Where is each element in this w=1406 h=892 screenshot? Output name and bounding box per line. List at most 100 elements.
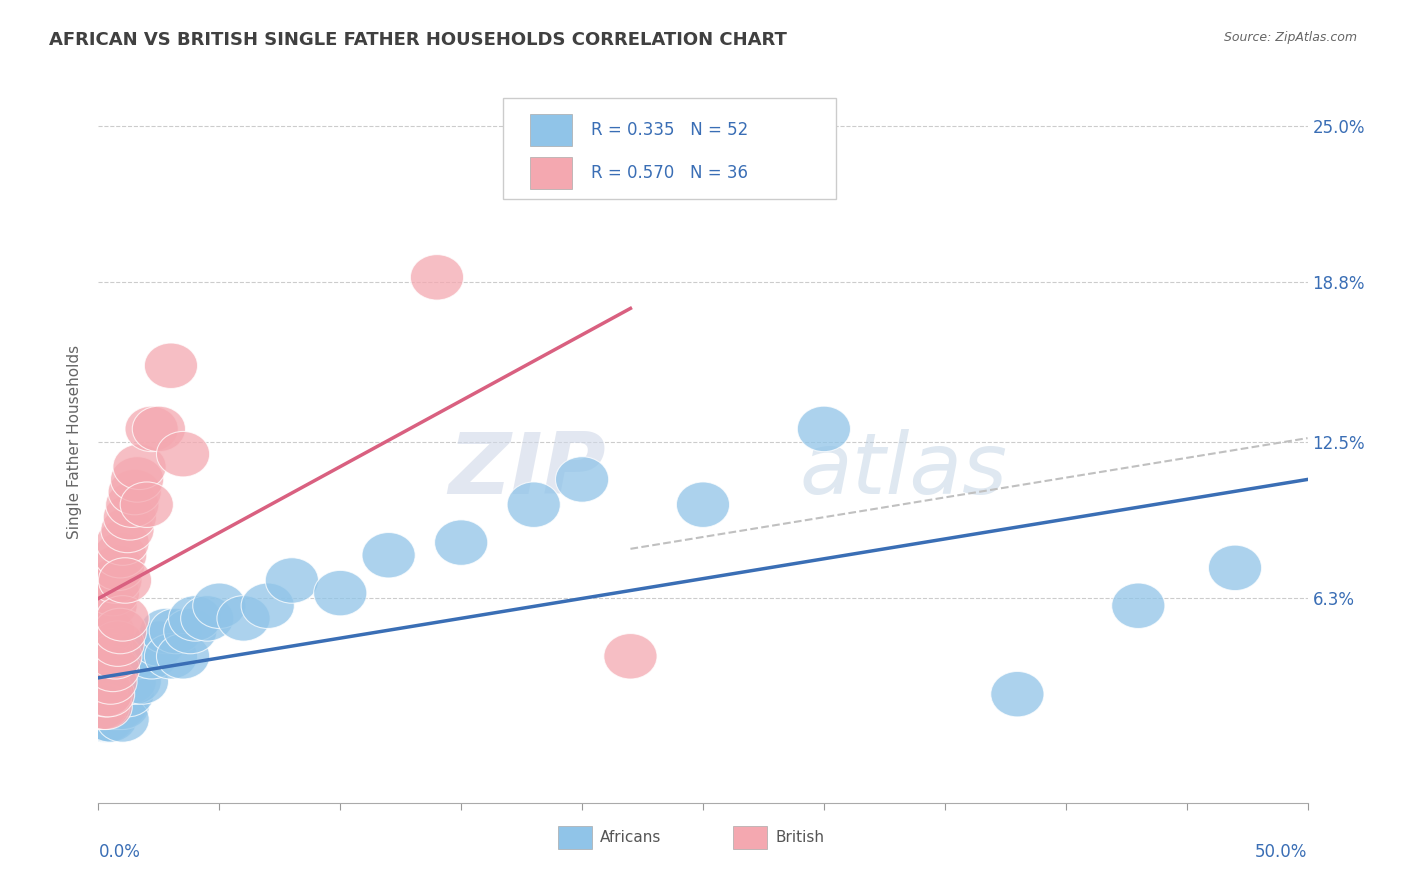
Ellipse shape <box>82 608 135 654</box>
Ellipse shape <box>101 508 155 553</box>
Ellipse shape <box>676 482 730 527</box>
Text: R = 0.335   N = 52: R = 0.335 N = 52 <box>591 120 748 139</box>
Ellipse shape <box>86 684 139 730</box>
Ellipse shape <box>79 684 132 730</box>
Ellipse shape <box>132 406 186 451</box>
Ellipse shape <box>94 684 146 730</box>
Ellipse shape <box>86 646 139 691</box>
Ellipse shape <box>96 596 149 641</box>
Text: Source: ZipAtlas.com: Source: ZipAtlas.com <box>1223 31 1357 45</box>
Ellipse shape <box>101 672 155 717</box>
Ellipse shape <box>1112 583 1166 629</box>
Ellipse shape <box>156 432 209 477</box>
Ellipse shape <box>75 672 128 717</box>
Ellipse shape <box>77 684 129 730</box>
Ellipse shape <box>555 128 609 174</box>
Ellipse shape <box>89 558 142 603</box>
Ellipse shape <box>94 672 146 717</box>
Ellipse shape <box>145 633 198 679</box>
Ellipse shape <box>156 633 209 679</box>
FancyBboxPatch shape <box>530 157 572 189</box>
Ellipse shape <box>266 558 319 603</box>
Ellipse shape <box>508 482 561 527</box>
Ellipse shape <box>79 633 132 679</box>
Ellipse shape <box>86 672 139 717</box>
Ellipse shape <box>434 520 488 566</box>
Ellipse shape <box>79 697 132 742</box>
Ellipse shape <box>411 254 464 300</box>
FancyBboxPatch shape <box>503 98 837 200</box>
Ellipse shape <box>94 533 146 578</box>
Ellipse shape <box>77 672 129 717</box>
Ellipse shape <box>163 608 217 654</box>
Ellipse shape <box>75 672 128 717</box>
Ellipse shape <box>105 482 159 527</box>
Ellipse shape <box>84 697 138 742</box>
Ellipse shape <box>98 558 152 603</box>
Ellipse shape <box>96 520 149 566</box>
Ellipse shape <box>84 684 138 730</box>
Ellipse shape <box>125 406 179 451</box>
Ellipse shape <box>111 633 163 679</box>
Text: ZIP: ZIP <box>449 429 606 512</box>
Ellipse shape <box>120 482 173 527</box>
Ellipse shape <box>82 684 135 730</box>
Ellipse shape <box>84 672 138 717</box>
Ellipse shape <box>77 659 129 705</box>
Ellipse shape <box>91 621 145 666</box>
Ellipse shape <box>103 659 156 705</box>
Ellipse shape <box>169 596 222 641</box>
Ellipse shape <box>361 533 415 578</box>
Ellipse shape <box>96 697 149 742</box>
Ellipse shape <box>991 672 1045 717</box>
Ellipse shape <box>75 684 128 730</box>
Ellipse shape <box>180 596 233 641</box>
Ellipse shape <box>145 343 198 389</box>
FancyBboxPatch shape <box>734 826 768 849</box>
Text: atlas: atlas <box>800 429 1008 512</box>
Ellipse shape <box>82 672 135 717</box>
Ellipse shape <box>79 672 132 717</box>
Ellipse shape <box>108 469 162 515</box>
Ellipse shape <box>103 494 156 540</box>
Ellipse shape <box>132 621 186 666</box>
Ellipse shape <box>115 659 169 705</box>
Ellipse shape <box>797 406 851 451</box>
Ellipse shape <box>112 444 166 490</box>
Ellipse shape <box>314 570 367 615</box>
FancyBboxPatch shape <box>558 826 592 849</box>
Ellipse shape <box>96 684 149 730</box>
Ellipse shape <box>94 608 146 654</box>
Ellipse shape <box>125 633 179 679</box>
Ellipse shape <box>89 659 142 705</box>
Ellipse shape <box>84 659 138 705</box>
Ellipse shape <box>149 608 202 654</box>
Text: 50.0%: 50.0% <box>1256 843 1308 861</box>
Ellipse shape <box>75 684 128 730</box>
Ellipse shape <box>91 672 145 717</box>
Ellipse shape <box>84 583 138 629</box>
Text: AFRICAN VS BRITISH SINGLE FATHER HOUSEHOLDS CORRELATION CHART: AFRICAN VS BRITISH SINGLE FATHER HOUSEHO… <box>49 31 787 49</box>
Ellipse shape <box>91 684 145 730</box>
Y-axis label: Single Father Households: Single Father Households <box>67 344 83 539</box>
Text: R = 0.570   N = 36: R = 0.570 N = 36 <box>591 164 748 182</box>
Ellipse shape <box>555 457 609 502</box>
Ellipse shape <box>79 672 132 717</box>
Ellipse shape <box>108 659 162 705</box>
Ellipse shape <box>111 457 163 502</box>
Ellipse shape <box>89 633 142 679</box>
Ellipse shape <box>193 583 246 629</box>
Ellipse shape <box>91 545 145 591</box>
Ellipse shape <box>139 608 193 654</box>
Ellipse shape <box>77 697 129 742</box>
Ellipse shape <box>77 684 129 730</box>
Ellipse shape <box>603 633 657 679</box>
Ellipse shape <box>82 697 135 742</box>
Ellipse shape <box>1208 545 1261 591</box>
Ellipse shape <box>89 684 142 730</box>
Text: 0.0%: 0.0% <box>98 843 141 861</box>
Ellipse shape <box>86 570 139 615</box>
Text: Africans: Africans <box>600 830 662 845</box>
Text: British: British <box>776 830 824 845</box>
Ellipse shape <box>82 672 135 717</box>
